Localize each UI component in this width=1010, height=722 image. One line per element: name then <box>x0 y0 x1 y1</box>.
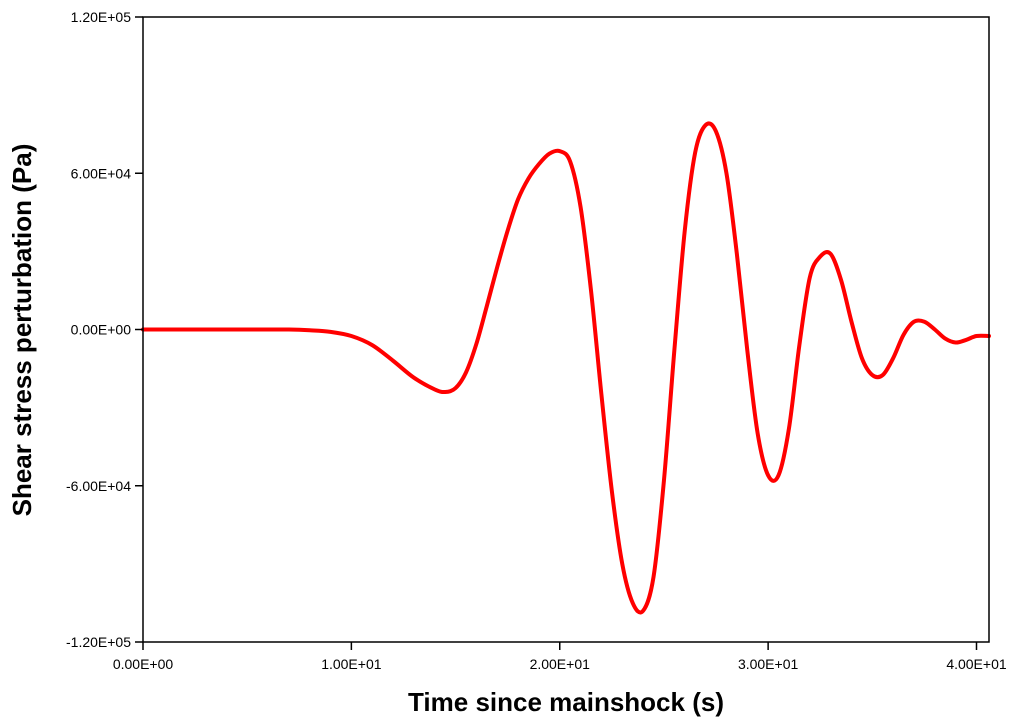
x-tick-label: 2.00E+01 <box>530 656 591 672</box>
x-tick-label: 4.00E+01 <box>946 656 1007 672</box>
y-tick-label: 0.00E+00 <box>71 322 132 338</box>
y-tick-label: -1.20E+05 <box>66 634 131 650</box>
x-tick-label: 1.00E+01 <box>321 656 382 672</box>
y-tick-label: -6.00E+04 <box>66 478 131 494</box>
plot-layer <box>141 121 991 615</box>
series-line-0 <box>141 121 991 615</box>
y-axis-title: Shear stress perturbation (Pa) <box>7 144 37 517</box>
x-tick-label: 0.00E+00 <box>113 656 174 672</box>
ticks-layer: 0.00E+00 1.00E+01 2.00E+01 3.00E+01 4.00E+01… <box>66 9 1007 672</box>
x-axis-title: Time since mainshock (s) <box>408 687 724 717</box>
y-tick-label: 1.20E+05 <box>71 9 132 25</box>
x-tick-label: 3.00E+01 <box>738 656 799 672</box>
y-tick-label: 6.00E+04 <box>71 165 132 181</box>
